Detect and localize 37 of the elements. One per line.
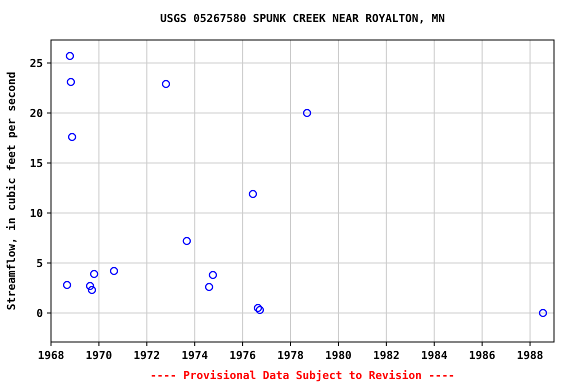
y-tick-label: 20 <box>30 107 43 120</box>
point <box>182 236 191 246</box>
text: ---- Provisional Data Subject to Revision ---- <box>150 369 455 382</box>
x-tick-label: 1988 <box>516 349 544 362</box>
x-tick-label: 1972 <box>134 349 160 362</box>
point <box>66 52 74 60</box>
x-tick-label: 1978 <box>277 349 304 362</box>
y-axis-title: Streamflow, in cubic feet per second <box>5 72 18 310</box>
point <box>68 132 76 142</box>
chart-title: USGS 05267580 SPUNK CREEK NEAR ROYALTON, MN <box>160 12 445 25</box>
x-tick-label: 1986 <box>468 349 496 362</box>
point <box>254 304 262 312</box>
x-tick-label: 1970 <box>86 349 112 362</box>
point <box>88 286 96 294</box>
point <box>256 306 264 314</box>
point <box>66 78 76 86</box>
x-tick-label: 1984 <box>420 349 448 362</box>
x-tick-label: 1982 <box>373 349 400 362</box>
x-tick-label: 1976 <box>229 349 256 362</box>
point <box>110 266 118 276</box>
point <box>62 280 72 290</box>
point <box>302 108 312 118</box>
x-tick-label: 1980 <box>325 349 352 362</box>
point <box>86 282 94 290</box>
point <box>90 270 98 278</box>
point <box>162 80 170 88</box>
point <box>204 282 214 292</box>
point <box>538 308 548 318</box>
point <box>248 190 258 198</box>
x-tick-label: 1974 <box>181 349 208 362</box>
y-tick-label: 10 <box>30 207 43 220</box>
x-tick-label: 1968 <box>38 349 64 362</box>
y-tick-label: 0 <box>36 307 43 320</box>
y-tick-label: 15 <box>30 157 43 170</box>
point <box>208 270 218 280</box>
y-tick-label: 25 <box>30 57 43 70</box>
y-tick-label: 5 <box>36 257 43 270</box>
